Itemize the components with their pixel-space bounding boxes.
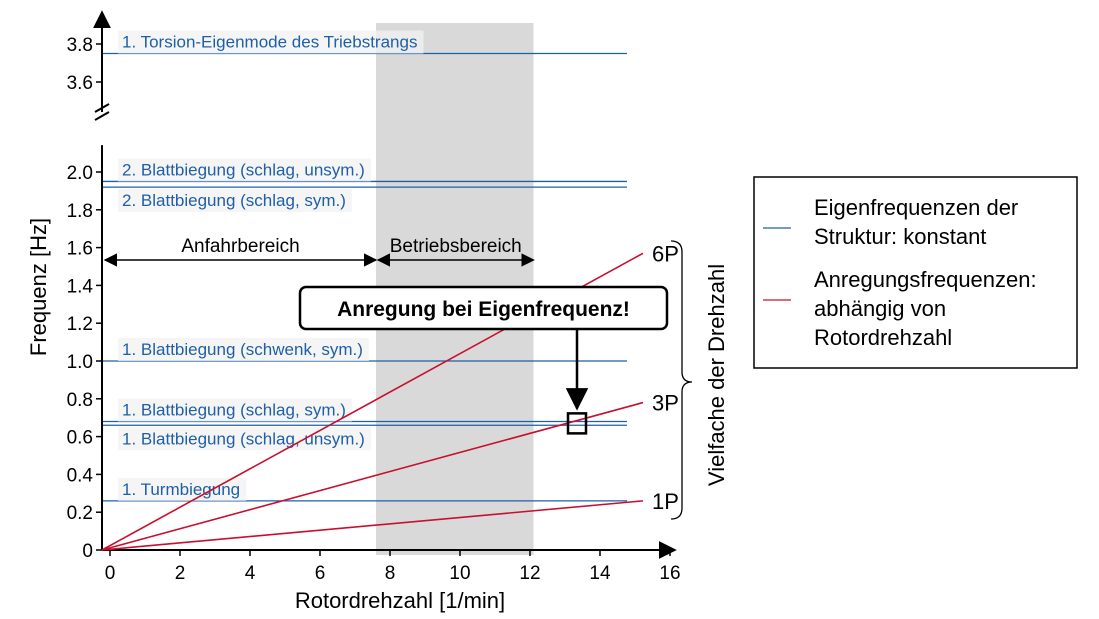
x-tick-label: 6	[315, 563, 326, 584]
axis-break-mark	[94, 103, 110, 113]
mode-label: 1. Blattbiegung (schlag, unsym.)	[122, 429, 365, 448]
x-tick-label: 10	[449, 563, 470, 584]
y-tick-label: 0.6	[67, 428, 93, 449]
mode-label-backdrop	[118, 427, 371, 451]
excitation-label: 3P	[652, 391, 679, 416]
excitation-line	[101, 500, 644, 551]
range-label: Anfahrbereich	[181, 236, 299, 257]
excitation-label: 6P	[652, 241, 679, 266]
y-tick-label: 1.2	[67, 314, 93, 335]
y-tick-label: 3.6	[67, 73, 93, 94]
mode-label: 2. Blattbiegung (schlag, sym.)	[122, 191, 346, 210]
y-tick-label: 3.8	[67, 35, 93, 56]
excitation-label: 1P	[652, 489, 679, 514]
y-tick-label: 0.4	[67, 465, 94, 486]
x-tick-label: 2	[175, 563, 186, 584]
mode-label: 1. Blattbiegung (schwenk, sym.)	[122, 340, 363, 359]
legend-label: Eigenfrequenzen der	[814, 195, 1018, 220]
x-tick-label: 8	[385, 563, 396, 584]
y-tick-label: 1.0	[67, 352, 93, 373]
multiples-brace	[670, 240, 693, 520]
y-tick-label: 1.4	[67, 276, 94, 297]
mode-label-backdrop	[118, 398, 352, 422]
natural-frequency-lines: 1. Torsion-Eigenmode des Triebstrangs 2. …	[103, 30, 627, 502]
excitation-line	[101, 401, 644, 551]
range-annotations: Anfahrbereich Betriebsbereich	[103, 236, 535, 267]
y-tick-label: 1.6	[67, 239, 93, 260]
mode-label-backdrop	[118, 338, 369, 361]
x-tick-label: 16	[659, 563, 680, 584]
mode-label: 1. Torsion-Eigenmode des Triebstrangs	[122, 33, 417, 52]
y-tick-label: 2.0	[67, 163, 93, 184]
y-tick-label: 0.2	[67, 503, 93, 524]
x-axis-title: Rotordrehzahl [1/min]	[295, 588, 505, 613]
callout-text: Anregung bei Eigenfrequenz!	[337, 298, 630, 321]
y-tick-label: 1.8	[67, 201, 93, 222]
mode-label-backdrop	[118, 30, 424, 54]
legend-label: abhängig von	[814, 296, 946, 321]
y-tick-label: 0	[82, 541, 93, 562]
legend-label: Struktur: konstant	[814, 224, 986, 249]
mode-label-backdrop	[118, 477, 247, 501]
x-tick-label: 0	[105, 563, 116, 584]
axis-break-mark	[94, 111, 110, 121]
x-tick-label: 12	[519, 563, 540, 584]
callout-target-square	[566, 412, 588, 435]
mode-label-backdrop	[118, 189, 352, 213]
x-tick-label: 14	[589, 563, 611, 584]
y-axis-title: Frequenz [Hz]	[26, 218, 51, 356]
legend-label: Anregungsfrequenzen:	[814, 267, 1037, 292]
legend-label: Rotordrehzahl	[814, 325, 952, 350]
x-tick-label: 4	[245, 563, 256, 584]
legend: Eigenfrequenzen der Struktur: konstant Anr…	[753, 176, 1078, 369]
callout-box	[298, 285, 669, 331]
axes	[93, 10, 677, 559]
callout: Anregung bei Eigenfrequenz!	[298, 285, 669, 435]
y-tick-label: 0.8	[67, 390, 93, 411]
mode-label: 2. Blattbiegung (schlag, unsym.)	[122, 160, 365, 179]
multiples-label: Vielfache der Drehzahl	[704, 264, 729, 486]
mode-label: 1. Blattbiegung (schlag, sym.)	[122, 400, 346, 419]
mode-label-backdrop	[118, 158, 371, 182]
range-label: Betriebsbereich	[390, 236, 522, 257]
mode-label: 1. Turmbiegung	[122, 480, 240, 499]
legend-box	[753, 176, 1078, 369]
tick-labels: 0 2 4 6 8 10 12 14 16 0 0.2 0.4 0.6 0.8 1.0 1.2 1.4 1.6 1.…	[67, 35, 681, 584]
